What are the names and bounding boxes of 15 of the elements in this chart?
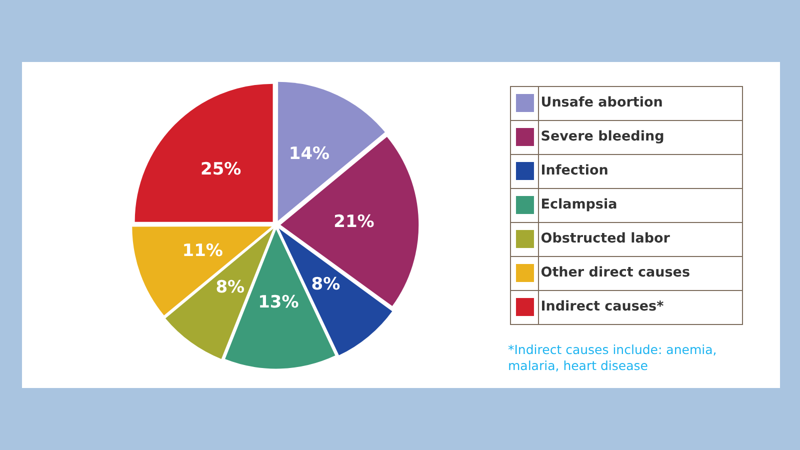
data-label: 8% xyxy=(216,278,245,298)
data-label: 21% xyxy=(334,212,374,232)
legend-label: Severe bleeding xyxy=(540,128,664,144)
data-label: 14% xyxy=(288,144,330,164)
legend-label: Eclampsia xyxy=(540,196,618,212)
data-label: 8% xyxy=(311,274,340,295)
text: *Indirect causes include: anemia, malaria, heart disease xyxy=(508,342,718,374)
data-label: 13% xyxy=(258,292,299,312)
data-label: 11% xyxy=(182,240,223,261)
data-label: 25% xyxy=(200,159,242,180)
legend-label: Unsafe abortion xyxy=(540,94,663,110)
legend-label: Indirect causes* xyxy=(540,298,664,314)
legend-label: Obstructed labor xyxy=(540,230,670,246)
legend-label: Infection xyxy=(540,162,608,178)
legend-label: Other direct causes xyxy=(540,264,690,280)
